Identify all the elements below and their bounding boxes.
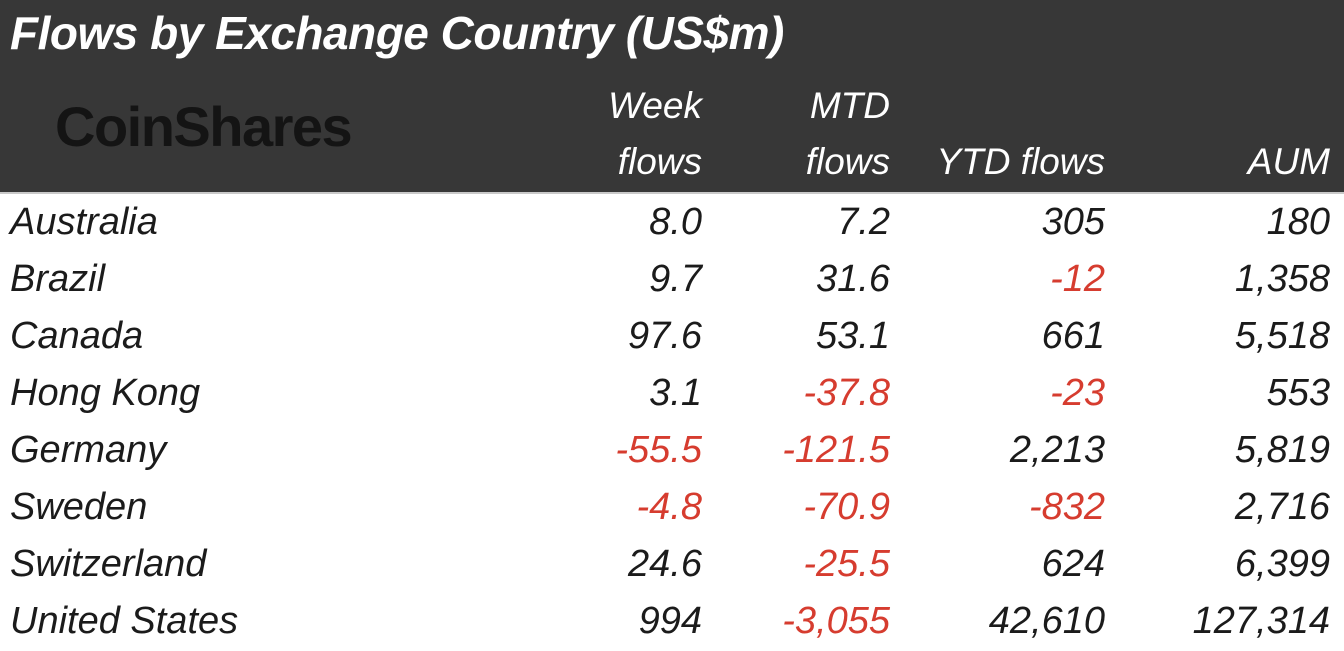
country-cell: Brazil [10,258,106,300]
mtd-flows-cell: 31.6 [816,258,890,300]
country-cell: United States [10,600,239,642]
ytd-flows-cell: 661 [1041,315,1105,357]
aum-cell: 180 [1266,201,1330,243]
week-flows-cell: 8.0 [649,201,702,243]
week-flows-cell: -4.8 [636,486,702,528]
ytd-flows-cell: -23 [1050,372,1105,414]
week-flows-cell: 97.6 [628,315,702,357]
column-header-mtd-flows: MTD flows [702,78,890,194]
table-row: Germany -55.5 -121.5 2,213 5,819 [0,422,1344,479]
column-header-line [1105,78,1330,134]
week-flows-cell: 994 [638,600,702,642]
table-row: Brazil 9.7 31.6 -12 1,358 [0,251,1344,308]
column-header-aum: AUM [1105,78,1330,194]
aum-cell: 6,399 [1234,543,1330,585]
week-flows-cell: 9.7 [649,258,702,300]
column-header-row: CoinShares Week flows MTD flows YTD flow… [0,60,1344,194]
country-cell: Hong Kong [10,372,201,414]
country-cell: Switzerland [10,543,207,585]
column-header-week-flows: Week flows [460,78,702,194]
aum-cell: 5,819 [1234,429,1330,471]
ytd-flows-cell: 305 [1041,201,1105,243]
mtd-flows-cell: -3,055 [782,600,890,642]
aum-cell: 553 [1266,372,1330,414]
table-body: Australia 8.0 7.2 305 180 Brazil 9.7 31.6 -12 1,3… [0,194,1344,650]
column-header-ytd-flows: YTD flows [890,78,1105,194]
ytd-flows-cell: 624 [1041,543,1105,585]
ytd-flows-cell: 42,610 [988,600,1105,642]
column-header-line: Week [608,85,702,126]
page-title: Flows by Exchange Country (US$m) [10,7,784,59]
table-row: Sweden -4.8 -70.9 -832 2,716 [0,479,1344,536]
country-cell: Sweden [10,486,148,528]
column-header-line: YTD flows [936,141,1105,182]
table-row: Switzerland 24.6 -25.5 624 6,399 [0,536,1344,593]
country-cell: Canada [10,315,144,357]
mtd-flows-cell: -25.5 [803,543,890,585]
column-header-line: flows [617,141,702,182]
country-cell: Germany [10,429,167,471]
week-flows-cell: 24.6 [628,543,702,585]
column-header-line: MTD [809,85,890,126]
week-flows-cell: -55.5 [615,429,702,471]
mtd-flows-cell: -37.8 [803,372,890,414]
column-header-line: AUM [1247,141,1330,182]
mtd-flows-cell: 7.2 [837,201,890,243]
table-row: United States 994 -3,055 42,610 127,314 [0,593,1344,650]
mtd-flows-cell: -121.5 [782,429,890,471]
mtd-flows-cell: -70.9 [803,486,890,528]
column-header-line [890,78,1105,134]
mtd-flows-cell: 53.1 [816,315,890,357]
table-row: Canada 97.6 53.1 661 5,518 [0,308,1344,365]
column-header-line: flows [805,141,890,182]
coinshares-logo: CoinShares [0,99,460,155]
week-flows-cell: 3.1 [649,372,702,414]
country-cell: Australia [10,201,158,243]
ytd-flows-cell: -832 [1028,486,1105,528]
table-header: Flows by Exchange Country (US$m) CoinSha… [0,0,1344,194]
table-row: Australia 8.0 7.2 305 180 [0,194,1344,251]
aum-cell: 127,314 [1192,600,1330,642]
table-row: Hong Kong 3.1 -37.8 -23 553 [0,365,1344,422]
coinshares-logo-text: CoinShares [55,95,353,158]
ytd-flows-cell: 2,213 [1009,429,1105,471]
aum-cell: 1,358 [1234,258,1330,300]
aum-cell: 5,518 [1234,315,1330,357]
aum-cell: 2,716 [1234,486,1330,528]
ytd-flows-cell: -12 [1050,258,1105,300]
